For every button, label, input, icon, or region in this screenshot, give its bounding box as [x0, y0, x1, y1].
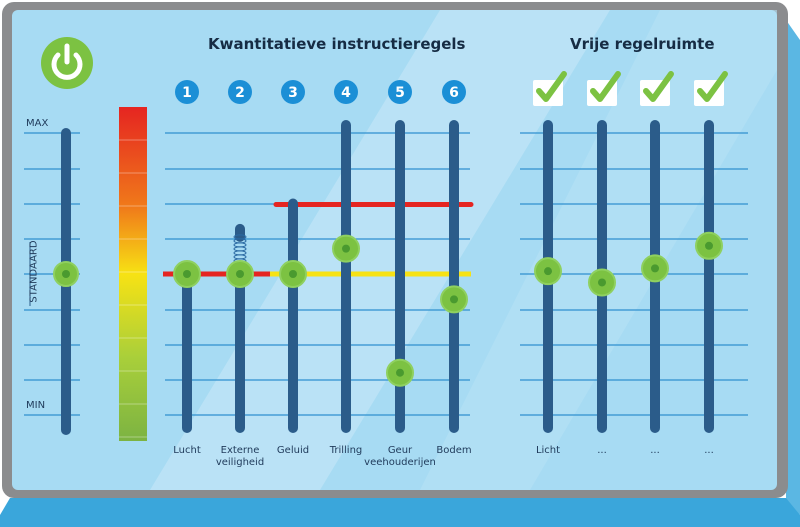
level-gauge [119, 107, 147, 441]
slider-label: Geur veehouderijen [364, 445, 436, 468]
free-slider-knob-dot [544, 267, 552, 276]
title-free: Vrije regelruimte [570, 35, 715, 53]
slider-number: 5 [395, 85, 405, 101]
slider-knob-dot [289, 270, 297, 278]
scale-min-label: MIN [26, 400, 46, 411]
screen-reflection [150, 10, 610, 490]
checkmark-icon [643, 71, 674, 102]
slider-number: 6 [449, 85, 459, 101]
checkmark-icon [590, 71, 621, 102]
slider-label: Bodem [436, 445, 472, 456]
slider-number-badge [281, 80, 305, 104]
scale-standard-label: STANDAARD [28, 240, 40, 303]
slider-number: 1 [182, 85, 192, 101]
slider-knob-dot [236, 270, 244, 278]
slider-number-badge [442, 80, 466, 104]
power-icon [51, 52, 83, 80]
slider-label: Trilling [329, 445, 363, 456]
slider-label: Lucht [173, 445, 201, 456]
board-side [786, 20, 800, 515]
free-slider-label: Licht [535, 445, 561, 456]
board-base [0, 498, 800, 527]
title-quantitative: Kwantitatieve instructieregels [208, 35, 466, 53]
slider-knob-dot [183, 270, 191, 278]
master-slider-knob-dot [62, 270, 70, 278]
slider-number-badge [175, 80, 199, 104]
free-slider-knob-dot [651, 264, 659, 273]
free-slider-knob-dot [705, 241, 713, 250]
checkmark-icon [536, 71, 567, 102]
free-slider-label: ... [597, 445, 607, 456]
slider-number: 4 [341, 85, 351, 101]
slider-number: 3 [288, 85, 298, 101]
slider-label: Externe veiligheid [215, 445, 265, 468]
free-slider-label: ... [650, 445, 660, 456]
free-slider-knob-dot [598, 278, 606, 287]
slider-label: Geluid [276, 445, 310, 456]
slider-knob-dot [396, 368, 404, 377]
slider-number-badge [388, 80, 412, 104]
free-slider-label: ... [704, 445, 714, 456]
slider-knob-dot [342, 244, 350, 253]
slider-number: 2 [235, 85, 245, 101]
scale-max-label: MAX [26, 118, 49, 129]
slider-knob-dot [450, 295, 458, 304]
checkmark-icon [697, 71, 728, 102]
slider-number-badge [334, 80, 358, 104]
slider-number-badge [228, 80, 252, 104]
